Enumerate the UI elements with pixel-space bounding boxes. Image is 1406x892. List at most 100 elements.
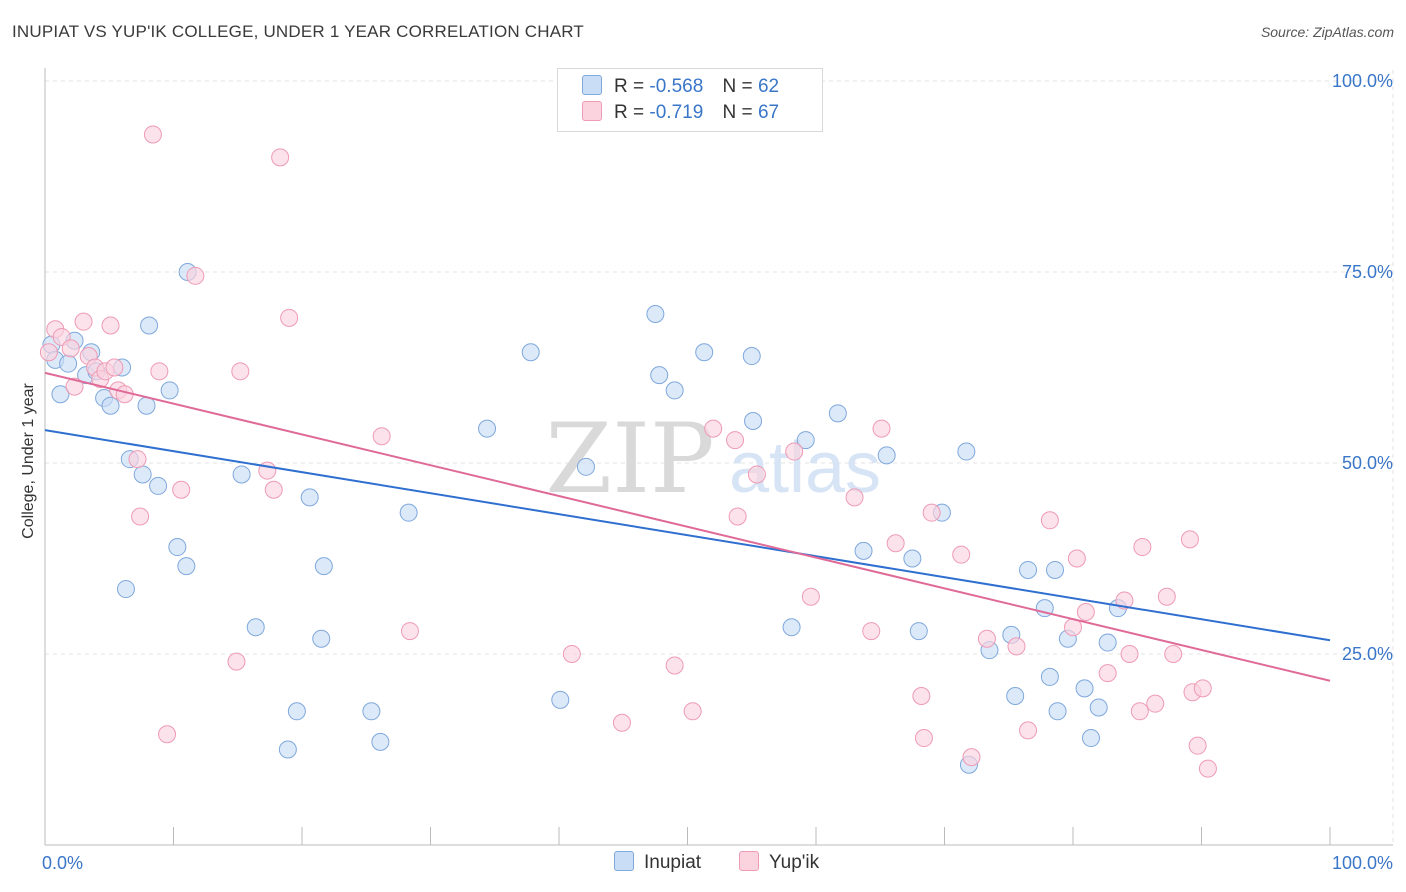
yupik-point	[845, 488, 864, 507]
inupiat-point	[287, 702, 306, 721]
inupiat-point	[1006, 687, 1025, 706]
yupik-point	[264, 480, 283, 499]
yupik-point	[912, 687, 931, 706]
inupiat-point	[177, 557, 196, 576]
yupik-point	[143, 125, 162, 144]
yupik-point	[1164, 645, 1183, 663]
tick-labels: 25.0% 50.0% 75.0% 100.0% 0.0% 100.0%	[42, 71, 1393, 873]
yupik-point	[231, 362, 250, 381]
r-value-inupiat: -0.568	[649, 76, 704, 97]
legend-item-yupik[interactable]: Yup'ik	[739, 851, 819, 874]
yupik-point	[962, 748, 981, 767]
y-tick-label: 25.0%	[1342, 644, 1393, 664]
inupiat-point	[1019, 560, 1038, 579]
axes	[44, 68, 1393, 846]
legend-label-inupiat: Inupiat	[644, 852, 702, 873]
yupik-point	[1007, 637, 1026, 656]
yupik-point	[65, 377, 84, 396]
yupik-point	[1130, 702, 1149, 721]
inupiat-point	[278, 740, 297, 759]
yupik-point	[562, 645, 581, 663]
inupiat-point	[314, 557, 333, 576]
r-label: R =	[614, 102, 645, 123]
yupik-point	[1019, 721, 1038, 740]
source-label: Source: ZipAtlas.com	[1260, 24, 1394, 40]
inupiat-swatch	[582, 75, 602, 95]
yupik-point	[1040, 511, 1059, 530]
inupiat-point	[1089, 698, 1108, 717]
inupiat-point	[957, 442, 976, 461]
inupiat-point	[1098, 633, 1117, 652]
inupiat-point	[101, 396, 120, 415]
yupik-point	[271, 148, 290, 167]
correlation-legend: R = -0.568 N = 62 R = -0.719 N = 67	[557, 68, 823, 132]
yupik-point	[747, 465, 766, 484]
x-tick-label: 0.0%	[42, 853, 83, 873]
y-tick-label: 100.0%	[1332, 71, 1393, 91]
yupik-point	[922, 503, 941, 522]
n-label: N =	[722, 76, 753, 97]
inupiat-point	[1046, 560, 1065, 579]
r-label: R =	[614, 76, 645, 97]
n-value-yupik: 67	[757, 102, 780, 123]
yupik-point	[726, 431, 745, 450]
yupik-point	[1115, 591, 1134, 610]
yupik-point	[612, 713, 631, 732]
yupik-point	[74, 312, 93, 331]
yupik-swatch	[739, 851, 759, 871]
yupik-point	[977, 629, 996, 648]
yupik-point	[952, 545, 971, 564]
yupik-point	[1146, 694, 1165, 713]
inupiat-swatch	[614, 851, 634, 871]
inupiat-point	[576, 457, 595, 476]
inupiat-point	[300, 488, 319, 507]
inupiat-point	[133, 465, 152, 484]
inupiat-point	[137, 396, 156, 415]
yupik-point	[158, 725, 177, 744]
yupik-point	[872, 419, 891, 438]
yupik-point	[704, 419, 723, 438]
n-value-inupiat: 62	[757, 76, 780, 97]
yupik-point	[728, 507, 747, 526]
inupiat-point	[399, 503, 418, 522]
inupiat-trend-line	[44, 429, 1331, 642]
legend-row-inupiat: R = -0.568 N = 62	[582, 75, 779, 99]
inupiat-point	[371, 732, 390, 751]
grid-lines	[45, 70, 1394, 845]
yupik-point	[227, 652, 246, 671]
inupiat-point	[140, 316, 159, 335]
yupik-point	[683, 702, 702, 721]
y-tick-label: 50.0%	[1342, 453, 1393, 473]
yupik-trend-line	[44, 371, 1331, 682]
r-value-yupik: -0.719	[649, 102, 704, 123]
legend-item-inupiat[interactable]: Inupiat	[614, 851, 701, 874]
inupiat-point	[903, 549, 922, 568]
legend-label-yupik: Yup'ik	[769, 852, 820, 873]
inupiat-point	[665, 381, 684, 400]
trend-lines	[44, 371, 1331, 682]
inupiat-point	[149, 476, 168, 495]
inupiat-point	[782, 618, 801, 637]
inupiat-point	[1075, 679, 1094, 698]
inupiat-point	[854, 541, 873, 560]
inupiat-point	[742, 347, 761, 366]
yupik-point	[1193, 679, 1212, 698]
inupiat-point	[232, 465, 251, 484]
yupik-point	[862, 622, 881, 641]
legend-row-yupik: R = -0.719 N = 67	[582, 101, 779, 125]
yupik-point	[1067, 549, 1086, 568]
yupik-point	[128, 450, 147, 469]
yupik-point	[101, 316, 120, 335]
yupik-point	[1120, 645, 1139, 663]
inupiat-point	[1048, 702, 1067, 721]
yupik-point	[886, 534, 905, 553]
inupiat-point	[551, 690, 570, 709]
inupiat-point	[116, 580, 135, 599]
data-points	[39, 125, 1217, 778]
series-legend: Inupiat Yup'ik	[0, 851, 1406, 875]
yupik-point	[131, 507, 150, 526]
inupiat-point	[51, 385, 70, 404]
inupiat-point	[362, 702, 381, 721]
inupiat-point	[1081, 729, 1100, 748]
